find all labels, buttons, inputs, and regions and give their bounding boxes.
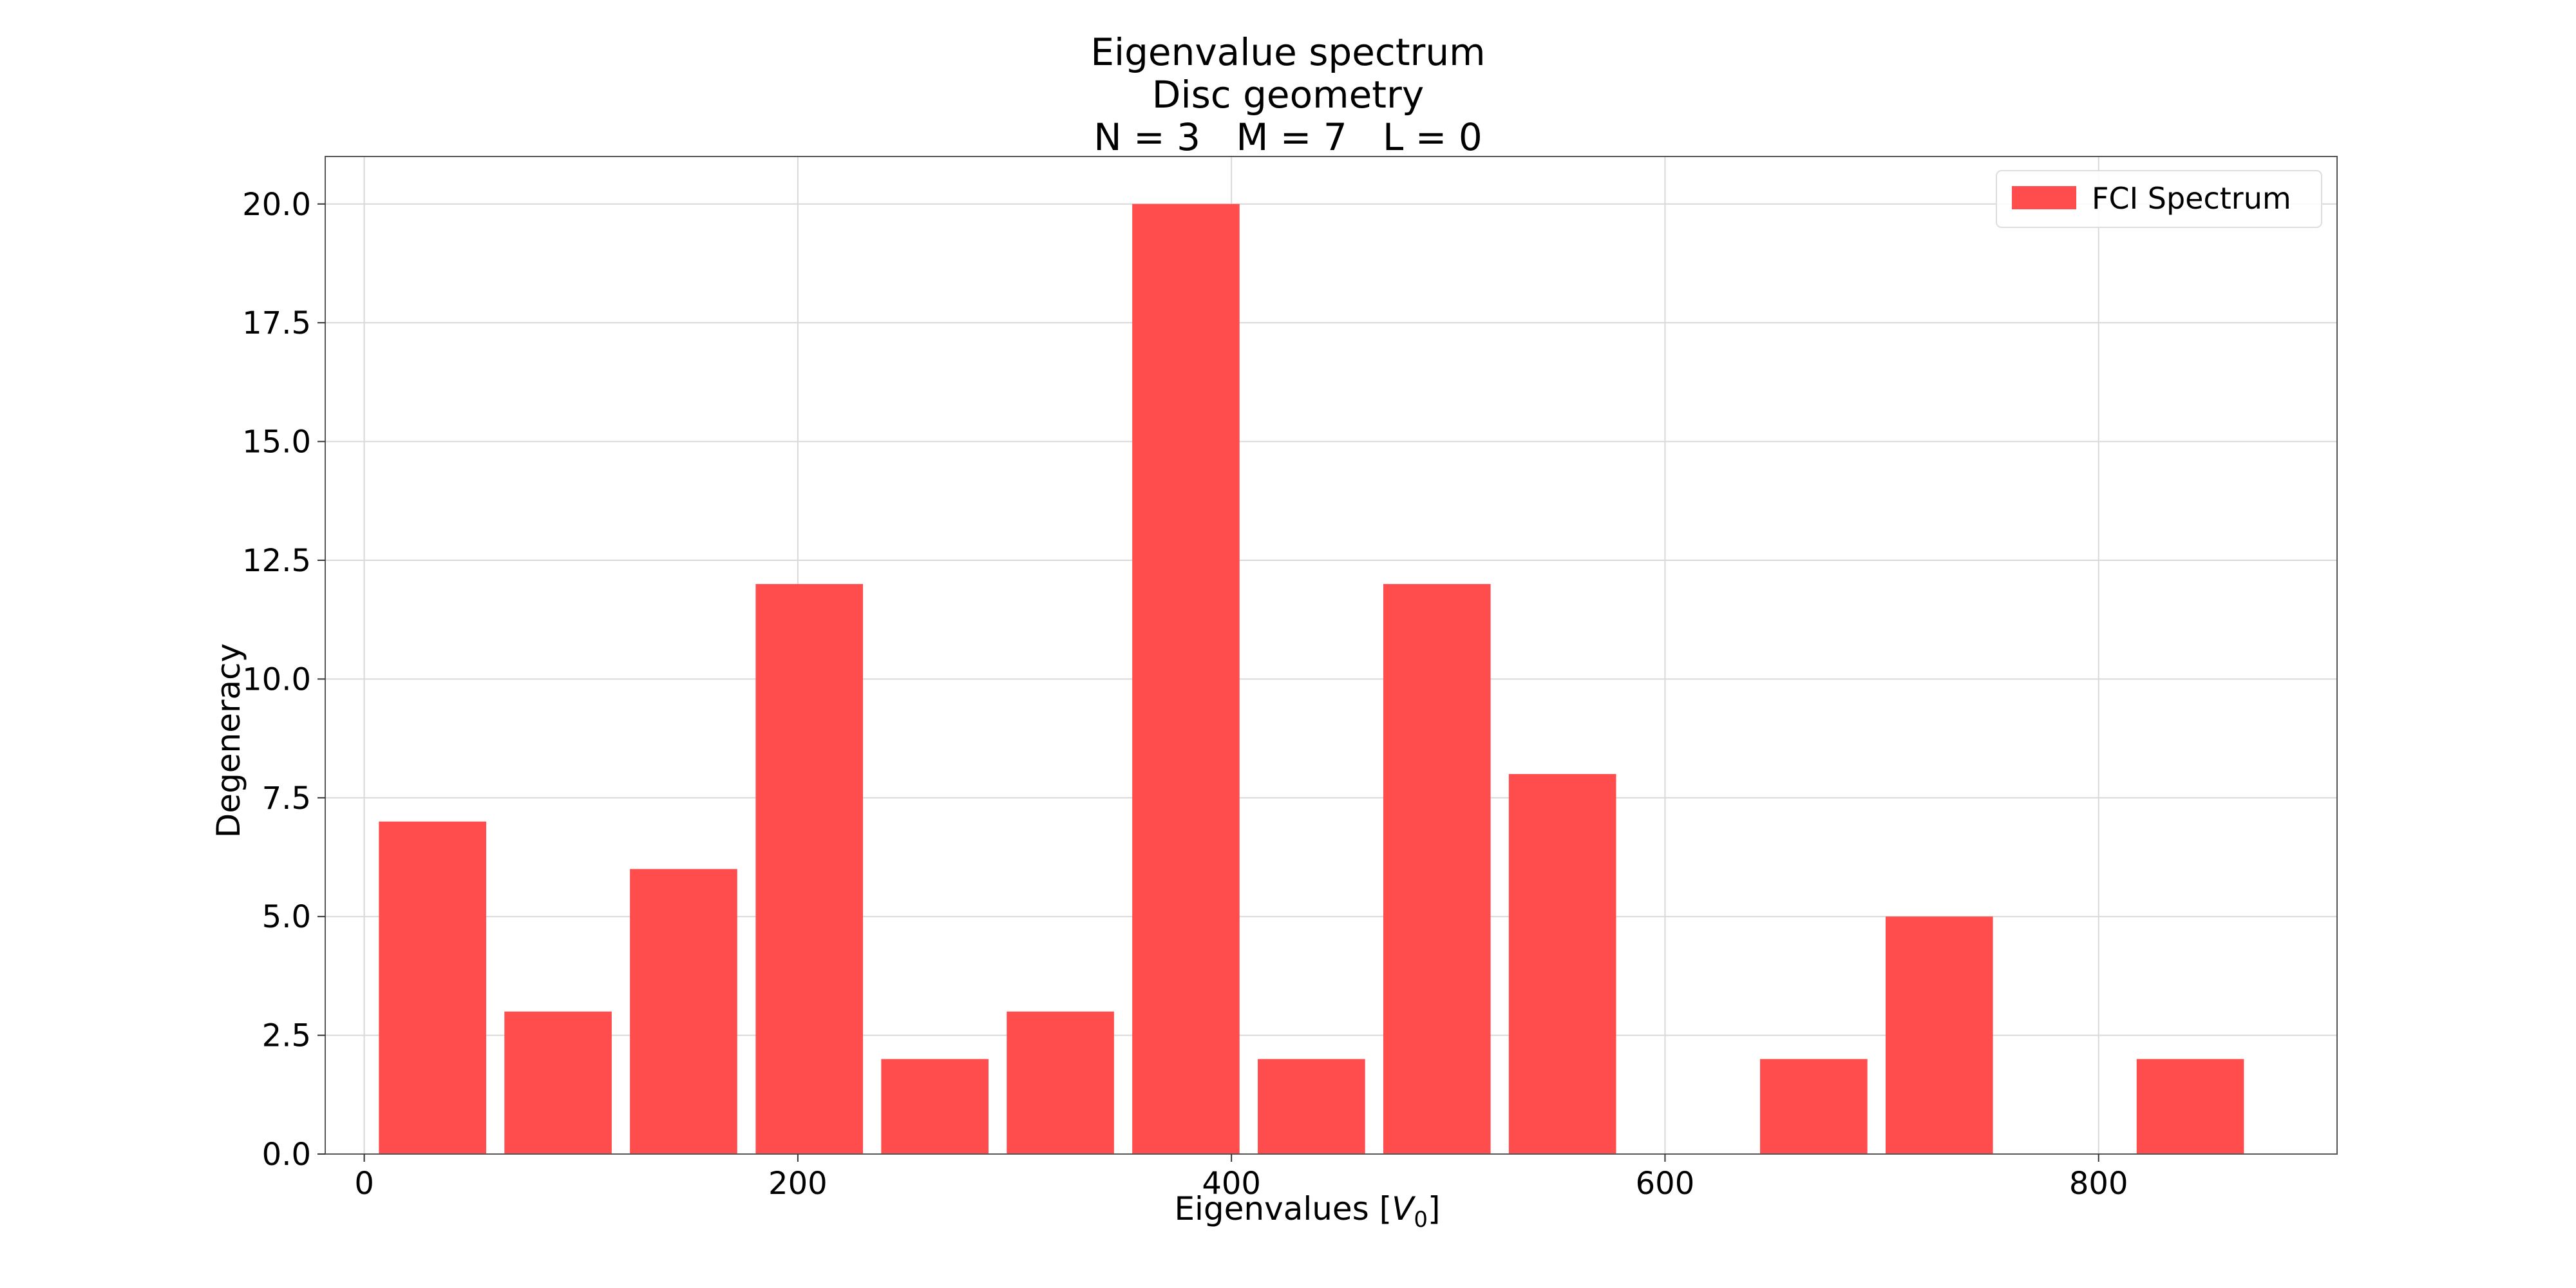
y-tick-label: 7.5: [262, 781, 311, 817]
chart-subtitle: Disc geometry: [1151, 73, 1425, 117]
bar: [1383, 583, 1491, 1154]
bar: [755, 583, 864, 1154]
bar: [504, 1011, 612, 1154]
chart-title: Eigenvalue spectrum: [1090, 30, 1486, 74]
y-tick-label: 5.0: [262, 899, 311, 935]
chart-parameters: N = 3 M = 7 L = 0: [1094, 115, 1482, 159]
bar: [2136, 1059, 2244, 1154]
bar: [1258, 1059, 1365, 1154]
bar: [1885, 916, 1993, 1154]
x-tick-label: 0: [354, 1166, 374, 1202]
legend-swatch: [2012, 186, 2076, 209]
bar: [1007, 1011, 1114, 1154]
y-tick-label: 10.0: [242, 661, 311, 697]
bar: [1760, 1059, 1868, 1154]
y-axis-label: Degeneracy: [210, 643, 247, 838]
x-tick-label: 800: [2069, 1166, 2128, 1202]
bar: [1508, 773, 1616, 1154]
x-tick-label: 400: [1202, 1166, 1261, 1202]
y-tick-label: 20.0: [242, 187, 311, 223]
y-tick-label: 2.5: [262, 1018, 311, 1054]
y-tick-label: 12.5: [242, 543, 311, 579]
x-tick-label: 200: [768, 1166, 828, 1202]
x-axis-label: Eigenvalues [V0]: [1174, 1190, 1441, 1233]
bar: [1132, 204, 1240, 1154]
y-tick-label: 17.5: [242, 305, 311, 341]
bar: [881, 1059, 989, 1154]
bar: [630, 869, 737, 1154]
x-tick-label: 600: [1636, 1166, 1695, 1202]
plot-frame: [325, 156, 2338, 1155]
y-tick-label: 0.0: [262, 1137, 311, 1173]
y-tick-label: 15.0: [242, 424, 311, 460]
legend-box: [1996, 170, 2322, 228]
bar: [379, 821, 486, 1154]
legend-label: FCI Spectrum: [2092, 181, 2291, 216]
